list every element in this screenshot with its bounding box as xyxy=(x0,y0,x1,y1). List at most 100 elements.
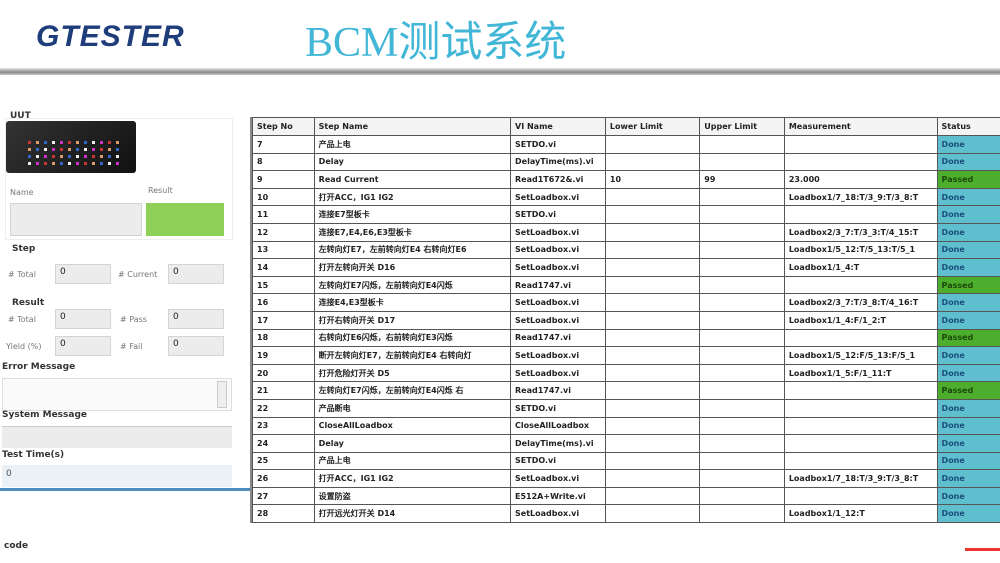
name-label: Name xyxy=(10,188,34,197)
measurement-cell xyxy=(783,398,938,418)
table-row[interactable]: 8 Delay DelayTime(ms).vi Done xyxy=(252,152,1000,172)
status-cell: Done xyxy=(936,363,1000,383)
lower-limit-cell xyxy=(604,293,701,312)
table-row[interactable]: 16 连接E4,E3型板卡 SetLoadbox.vi Loadbox2/3_7:T/… xyxy=(252,293,1000,312)
column-header[interactable]: Lower Limit xyxy=(604,117,701,136)
step-no-cell: 12 xyxy=(252,222,315,242)
status-cell: Done xyxy=(936,187,1000,207)
connector-pin xyxy=(60,162,63,165)
upper-limit-cell xyxy=(699,416,785,436)
column-header[interactable]: Step Name xyxy=(313,117,512,136)
decorative-red-line xyxy=(965,548,1000,551)
status-cell: Done xyxy=(936,222,1000,242)
vi-name-cell: SetLoadbox.vi xyxy=(510,187,606,207)
step-no-cell: 28 xyxy=(252,504,315,524)
upper-limit-cell xyxy=(699,328,785,348)
step-name-cell: Delay xyxy=(313,434,512,453)
measurement-cell: Loadbox1/7_18:T/3_9:T/3_8:T xyxy=(783,469,938,488)
step-name-cell: Read Current xyxy=(313,170,512,189)
upper-limit-cell xyxy=(699,346,785,365)
step-name-cell: 左转向灯E7闪烁，左前转向灯E4闪烁 右 xyxy=(313,381,512,400)
connector-pin xyxy=(28,148,31,151)
code-label: code xyxy=(4,541,29,551)
lower-limit-cell xyxy=(604,275,701,295)
connector-pin xyxy=(108,141,111,144)
connector-pin xyxy=(100,155,103,158)
upper-limit-cell: 99 xyxy=(699,170,785,189)
connector-pin xyxy=(60,141,63,144)
step-no-cell: 11 xyxy=(252,205,315,224)
vi-name-cell: Read1747.vi xyxy=(510,275,606,295)
lower-limit-cell: 10 xyxy=(604,170,701,189)
result-section-label: Result xyxy=(12,298,45,308)
vi-name-cell: SETDO.vi xyxy=(510,135,606,154)
step-name-cell: 打开ACC，IG1 IG2 xyxy=(313,469,512,488)
lower-limit-cell xyxy=(604,434,701,453)
connector-pin xyxy=(52,148,55,151)
step-name-cell: 打开远光灯开关 D14 xyxy=(313,504,512,524)
table-row[interactable]: 13 左转向灯E7，左前转向灯E4 右转向灯E6 SetLoadbox.vi Load… xyxy=(252,240,1000,260)
lower-limit-cell xyxy=(604,451,701,471)
table-row[interactable]: 20 打开危险灯开关 D5 SetLoadbox.vi Loadbox1/1_5:F/… xyxy=(252,363,1000,383)
error-message-box[interactable] xyxy=(2,378,232,411)
table-row[interactable]: 22 产品断电 SETDO.vi Done xyxy=(252,398,1000,418)
lower-limit-cell xyxy=(604,469,701,488)
table-row[interactable]: 21 左转向灯E7闪烁，左前转向灯E4闪烁 右 Read1747.vi Passed xyxy=(252,381,1000,400)
table-row[interactable]: 24 Delay DelayTime(ms).vi Done xyxy=(252,434,1000,453)
progress-line xyxy=(0,488,250,491)
upper-limit-cell xyxy=(699,381,785,400)
connector-pin xyxy=(84,141,87,144)
column-header[interactable]: Status xyxy=(936,117,1000,136)
status-cell: Passed xyxy=(936,170,1000,189)
connector-pin xyxy=(68,155,71,158)
pass-label: # Pass xyxy=(120,315,147,324)
upper-limit-cell xyxy=(699,310,785,330)
column-header[interactable]: VI Name xyxy=(510,117,606,136)
table-row[interactable]: 27 设置防盗 E512A+Write.vi Done xyxy=(252,486,1000,506)
table-row[interactable]: 11 连接E7型板卡 SETDO.vi Done xyxy=(252,205,1000,224)
upper-limit-cell xyxy=(699,504,785,524)
vi-name-cell: SetLoadbox.vi xyxy=(510,363,606,383)
column-header[interactable]: Measurement xyxy=(783,117,938,136)
connector-pin xyxy=(44,162,47,165)
table-row[interactable]: 9 Read Current Read1T672&.vi 10 99 23.000 Pass… xyxy=(252,170,1000,189)
error-scrollbar[interactable] xyxy=(217,381,227,408)
table-row[interactable]: 26 打开ACC，IG1 IG2 SetLoadbox.vi Loadbox1/7_1… xyxy=(252,469,1000,488)
yield-field: 0 xyxy=(55,336,111,356)
status-cell: Done xyxy=(936,504,1000,524)
table-row[interactable]: 7 产品上电 SETDO.vi Done xyxy=(252,135,1000,154)
table-row[interactable]: 28 打开远光灯开关 D14 SetLoadbox.vi Loadbox1/1_12:… xyxy=(252,504,1000,524)
connector-pin xyxy=(108,155,111,158)
measurement-cell xyxy=(783,152,938,172)
vi-name-cell: SETDO.vi xyxy=(510,205,606,224)
table-row[interactable]: 23 CloseAllLoadbox CloseAllLoadbox Done xyxy=(252,416,1000,436)
step-no-cell: 20 xyxy=(252,363,315,383)
status-cell: Done xyxy=(936,486,1000,506)
step-no-cell: 21 xyxy=(252,381,315,400)
upper-limit-cell xyxy=(699,205,785,224)
table-row[interactable]: 17 打开右转向开关 D17 SetLoadbox.vi Loadbox1/1_4:F… xyxy=(252,310,1000,330)
step-no-cell: 27 xyxy=(252,486,315,506)
lower-limit-cell xyxy=(604,504,701,524)
table-row[interactable]: 19 断开左转向灯E7，左前转向灯E4 右转向灯 SetLoadbox.vi Load… xyxy=(252,346,1000,365)
connector-pin xyxy=(52,162,55,165)
table-row[interactable]: 14 打开左转向开关 D16 SetLoadbox.vi Loadbox1/1_4:T… xyxy=(252,258,1000,277)
table-row[interactable]: 15 左转向灯E7闪烁，左前转向灯E4闪烁 Read1747.vi Passed xyxy=(252,275,1000,295)
step-no-cell: 23 xyxy=(252,416,315,436)
connector-pin xyxy=(36,148,39,151)
table-row[interactable]: 25 产品上电 SETDO.vi Done xyxy=(252,451,1000,471)
measurement-cell: Loadbox2/3_7:T/3_8:T/4_16:T xyxy=(783,293,938,312)
table-row[interactable]: 12 连接E7,E4,E6,E3型板卡 SetLoadbox.vi Loadbox2/… xyxy=(252,222,1000,242)
upper-limit-cell xyxy=(699,398,785,418)
column-header[interactable]: Step No xyxy=(252,117,315,136)
lower-limit-cell xyxy=(604,328,701,348)
connector-pin xyxy=(28,162,31,165)
step-name-cell: 连接E4,E3型板卡 xyxy=(313,293,512,312)
column-header[interactable]: Upper Limit xyxy=(699,117,785,136)
table-row[interactable]: 18 右转向灯E6闪烁，右前转向灯E3闪烁 Read1747.vi Passed xyxy=(252,328,1000,348)
connector-pin xyxy=(92,141,95,144)
step-name-cell: 右转向灯E6闪烁，右前转向灯E3闪烁 xyxy=(313,328,512,348)
step-name-cell: 连接E7,E4,E6,E3型板卡 xyxy=(313,222,512,242)
table-row[interactable]: 10 打开ACC，IG1 IG2 SetLoadbox.vi Loadbox1/7_1… xyxy=(252,187,1000,207)
test-time-field: 0 xyxy=(2,465,232,487)
